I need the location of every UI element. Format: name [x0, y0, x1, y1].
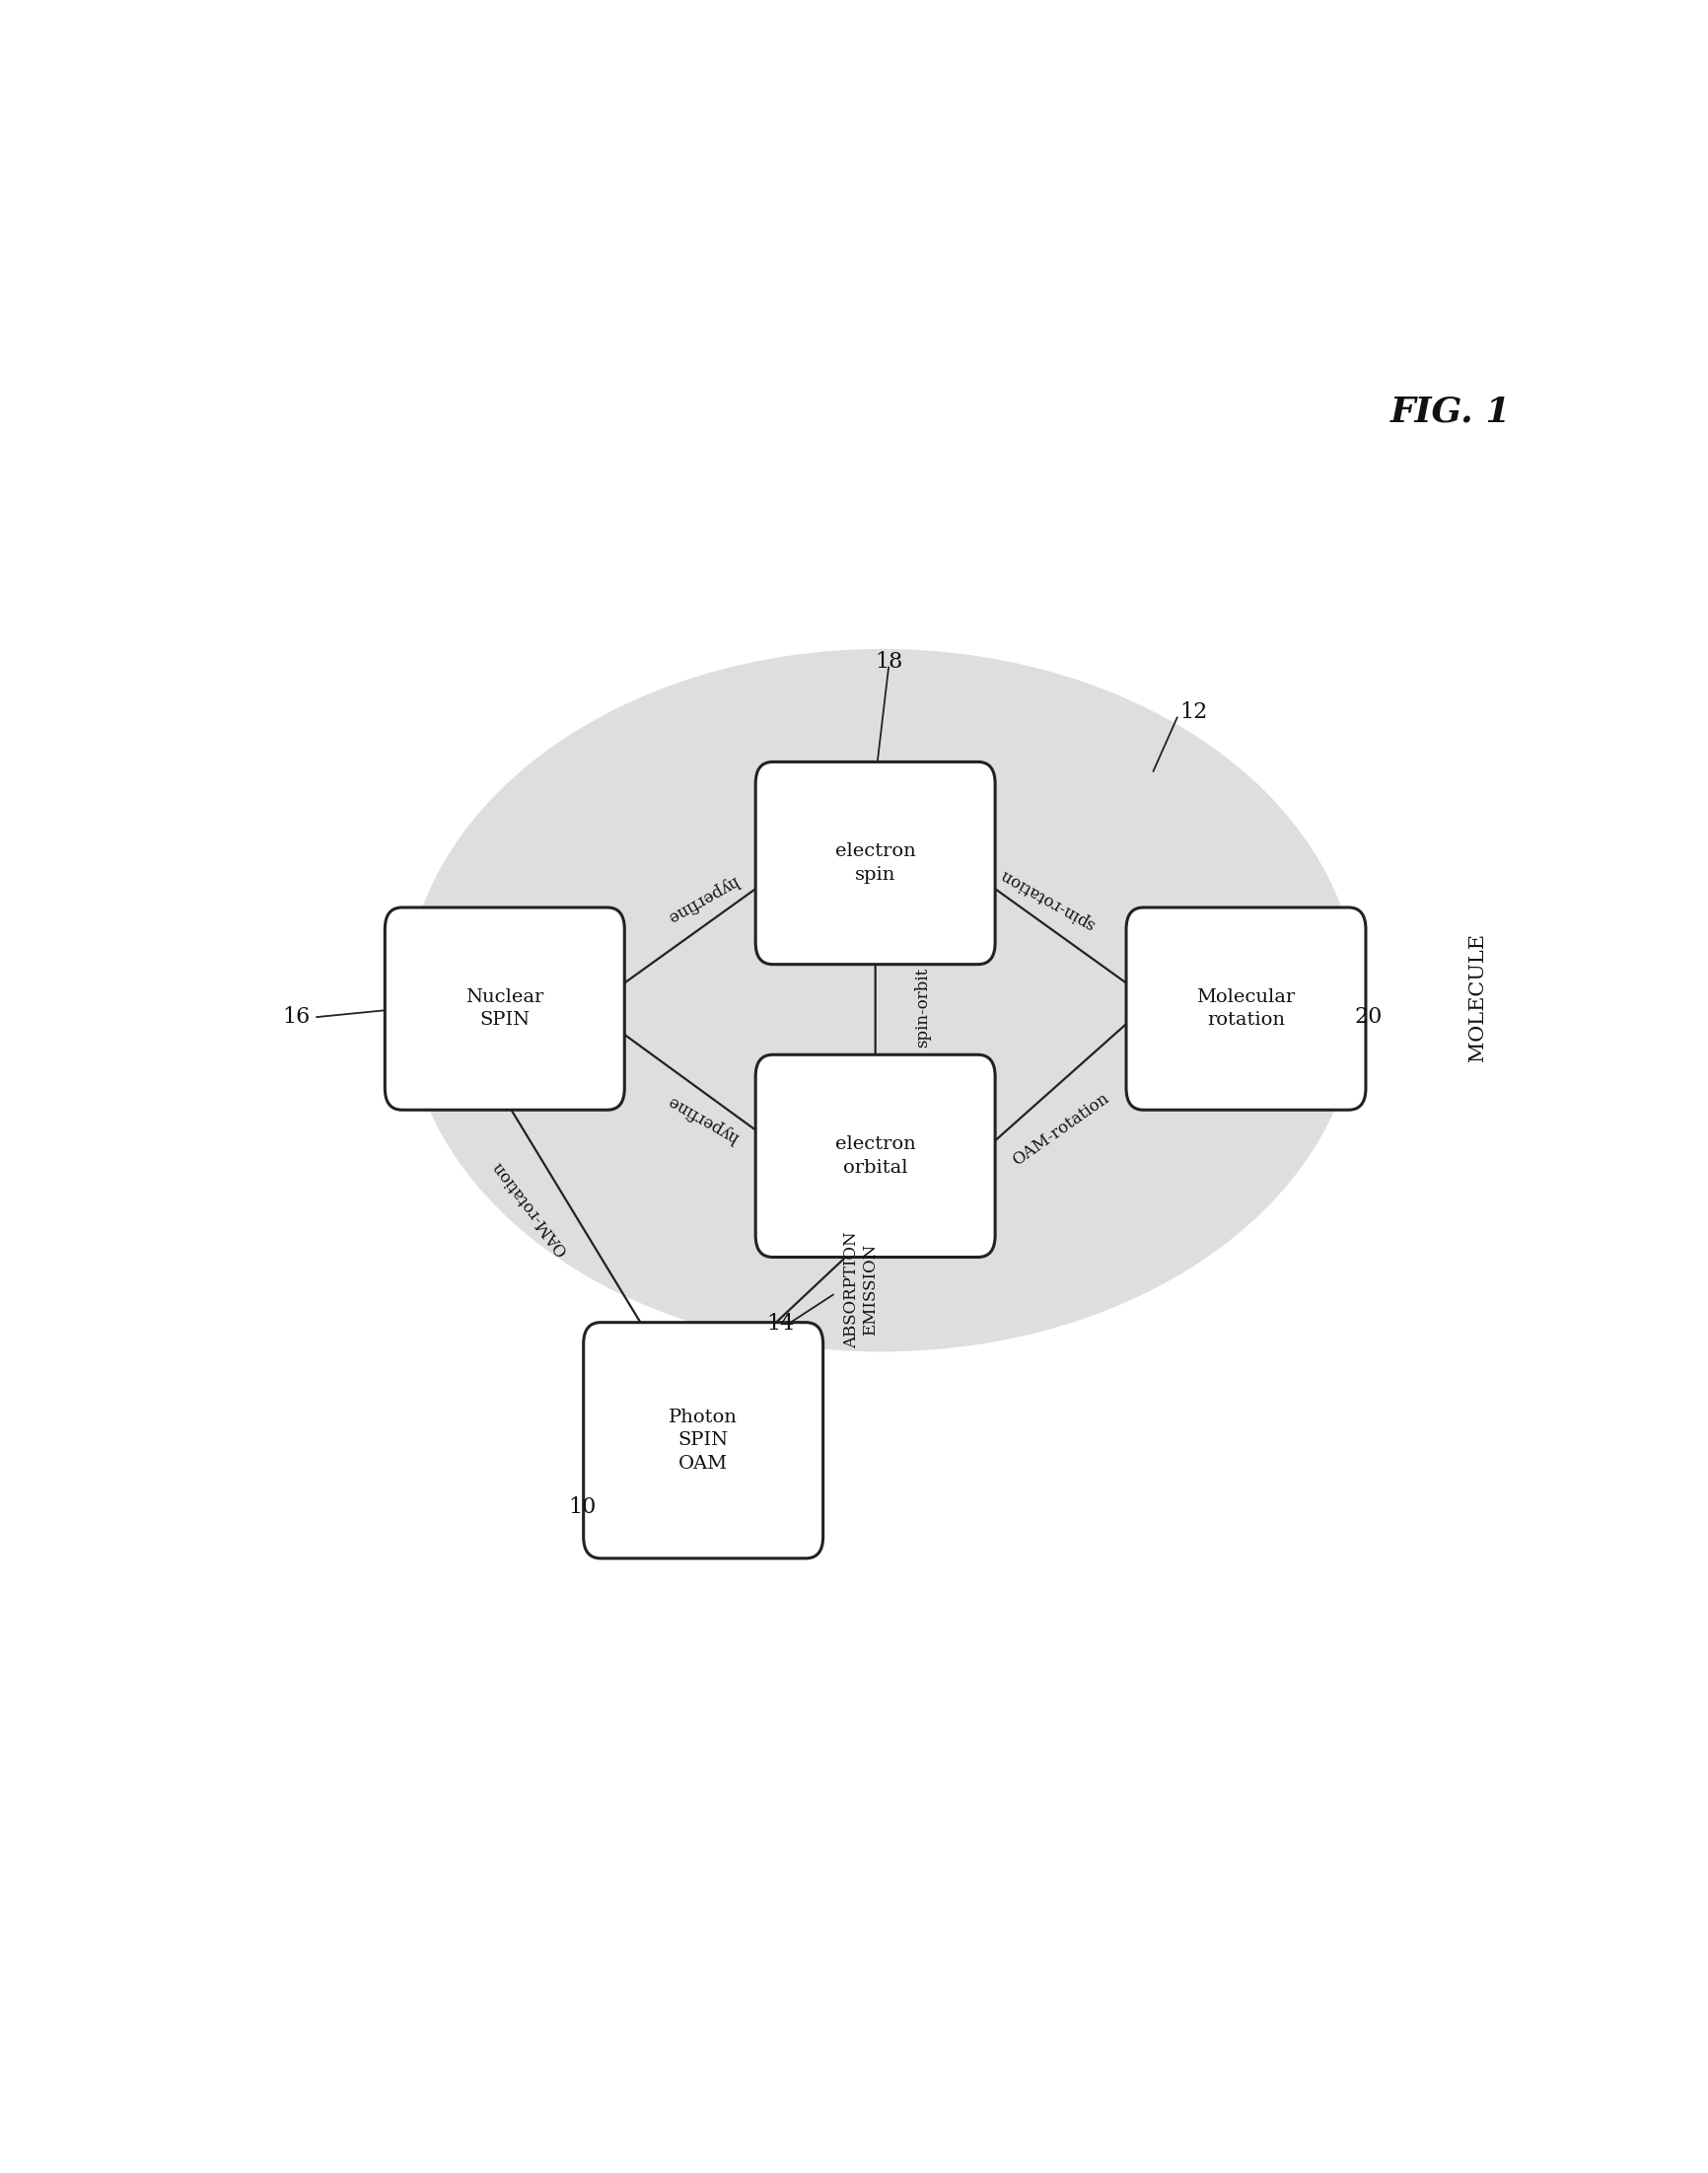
FancyBboxPatch shape	[384, 908, 625, 1110]
Text: spin-orbit: spin-orbit	[914, 967, 931, 1047]
Text: 20: 20	[1354, 1006, 1382, 1028]
Text: 12: 12	[1180, 702, 1208, 724]
FancyArrowPatch shape	[979, 1010, 1141, 1156]
FancyArrowPatch shape	[610, 876, 772, 993]
Text: Nuclear
SPIN: Nuclear SPIN	[466, 989, 543, 1030]
FancyBboxPatch shape	[1126, 908, 1366, 1110]
Text: 18: 18	[874, 652, 904, 674]
FancyArrowPatch shape	[980, 878, 1143, 995]
Text: 14: 14	[767, 1312, 794, 1334]
Text: spin-rotation: spin-rotation	[997, 865, 1098, 932]
Text: 16: 16	[282, 1006, 311, 1028]
Text: MOLECULE: MOLECULE	[1469, 932, 1488, 1060]
FancyBboxPatch shape	[755, 763, 996, 965]
FancyArrowPatch shape	[610, 1023, 772, 1143]
FancyArrowPatch shape	[499, 1091, 654, 1345]
FancyBboxPatch shape	[584, 1323, 823, 1558]
FancyBboxPatch shape	[755, 1054, 996, 1258]
Text: Photon
SPIN
OAM: Photon SPIN OAM	[670, 1408, 738, 1473]
FancyArrowPatch shape	[755, 1236, 868, 1343]
Text: hyperfine: hyperfine	[664, 1093, 741, 1145]
Text: electron
spin: electron spin	[835, 843, 915, 884]
Text: 10: 10	[569, 1497, 596, 1519]
Text: OAM-rotation: OAM-rotation	[1009, 1089, 1112, 1169]
Ellipse shape	[405, 650, 1358, 1352]
Text: electron
orbital: electron orbital	[835, 1136, 915, 1176]
Text: Molecular
rotation: Molecular rotation	[1197, 989, 1295, 1030]
Text: ABSORPTION
EMISSION: ABSORPTION EMISSION	[844, 1232, 880, 1347]
Text: FIG. 1: FIG. 1	[1390, 395, 1512, 428]
Text: hyperfine: hyperfine	[664, 871, 741, 926]
Text: OAM-rotation: OAM-rotation	[488, 1158, 570, 1258]
FancyArrowPatch shape	[871, 945, 880, 1073]
